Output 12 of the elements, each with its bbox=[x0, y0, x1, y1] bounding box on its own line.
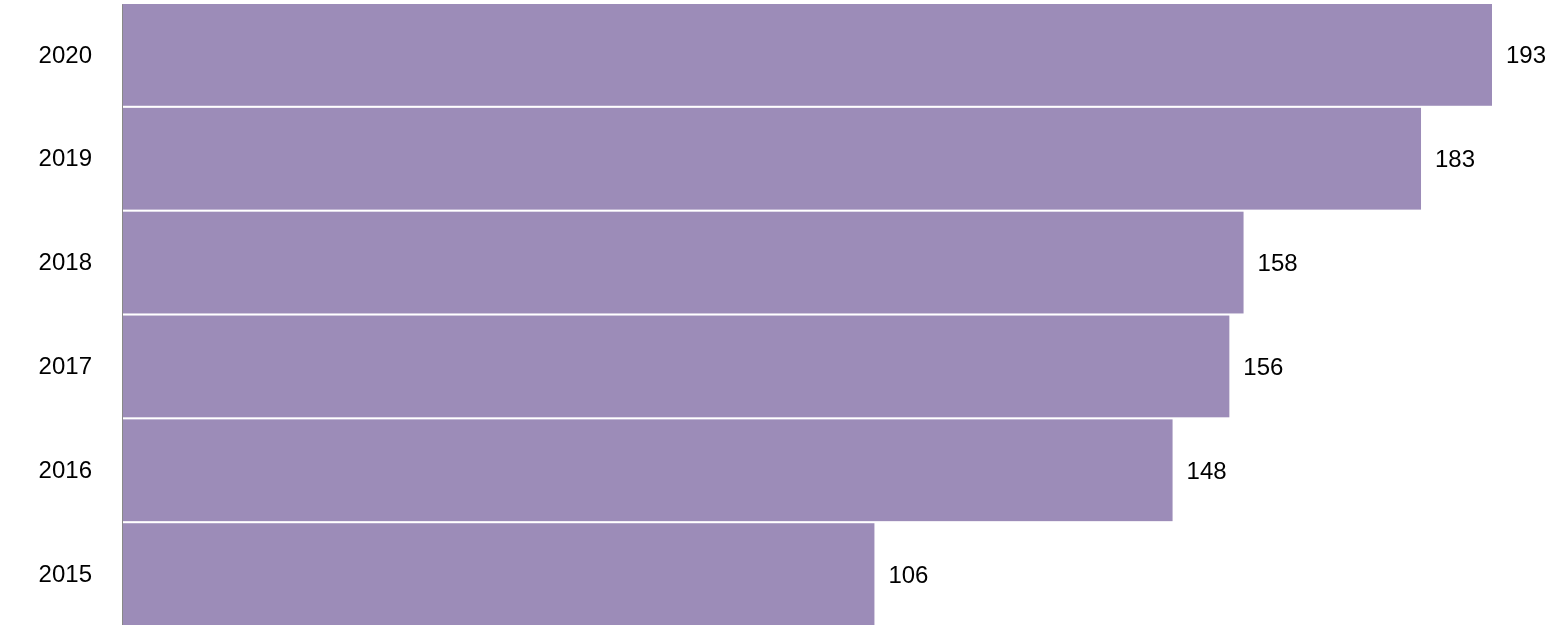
data-label: 183 bbox=[1435, 145, 1476, 173]
data-label: 106 bbox=[888, 560, 929, 588]
y-tick-label: 2020 bbox=[38, 40, 92, 68]
data-label: 156 bbox=[1243, 352, 1284, 380]
y-tick-label: 2019 bbox=[38, 144, 92, 172]
y-tick-label: 2015 bbox=[38, 559, 92, 587]
data-label: 148 bbox=[1186, 456, 1227, 484]
data-label: 193 bbox=[1506, 41, 1547, 69]
data-label: 158 bbox=[1257, 248, 1298, 276]
y-tick-label: 2016 bbox=[38, 455, 92, 483]
y-tick-label: 2018 bbox=[38, 248, 92, 276]
y-tick-label: 2017 bbox=[38, 352, 92, 380]
